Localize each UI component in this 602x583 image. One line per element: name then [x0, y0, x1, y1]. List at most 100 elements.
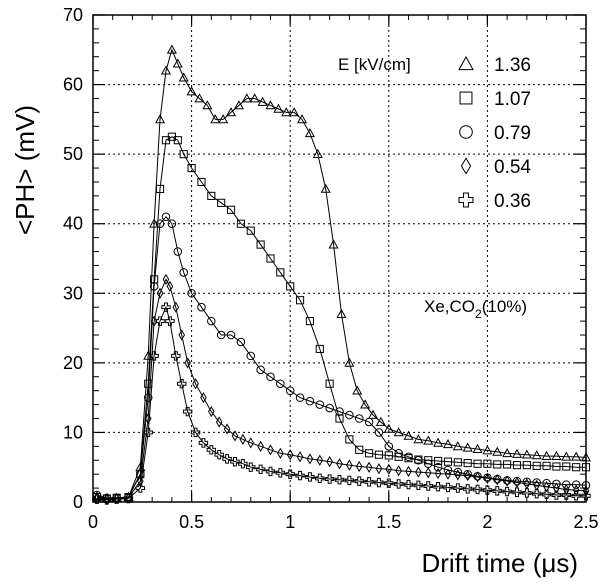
- y-tick-label: 60: [63, 75, 83, 95]
- data-point-cross: [492, 486, 502, 496]
- data-point-triangle: [511, 448, 523, 458]
- data-point-cross: [230, 456, 240, 467]
- data-point-triangle: [442, 439, 454, 449]
- plot-frame: [92, 14, 587, 503]
- data-point-triangle: [202, 100, 213, 110]
- data-point-circle: [295, 393, 305, 402]
- data-point-square: [493, 460, 502, 469]
- data-point-circle: [354, 414, 364, 423]
- data-point-cross: [374, 477, 384, 488]
- data-point-cross: [403, 479, 414, 490]
- data-point-triangle: [472, 443, 483, 453]
- data-point-circle: [562, 480, 571, 489]
- gas-suffix: (10%): [482, 297, 527, 316]
- data-point-cross: [384, 478, 394, 488]
- data-point-triangle: [281, 107, 292, 117]
- data-point-cross: [334, 475, 345, 485]
- data-point-circle: [276, 379, 285, 389]
- data-point-circle: [246, 351, 256, 361]
- data-point-circle: [197, 302, 206, 312]
- data-point-circle: [335, 407, 344, 416]
- data-point-diamond: [336, 458, 343, 470]
- data-point-cross: [190, 427, 201, 438]
- data-point-square: [572, 463, 581, 472]
- data-point-circle: [216, 330, 226, 340]
- data-point-square: [542, 461, 551, 470]
- data-point-diamond: [346, 459, 353, 471]
- data-point-triangle: [178, 72, 189, 82]
- data-point-diamond: [513, 476, 521, 489]
- data-point-square: [532, 461, 541, 470]
- data-point-diamond: [144, 412, 152, 425]
- y-tick-label: 20: [63, 353, 83, 373]
- data-point-circle: [173, 247, 183, 256]
- data-point-square: [207, 191, 216, 200]
- data-point-circle: [305, 396, 315, 406]
- data-point-triangle: [433, 437, 444, 447]
- data-point-diamond: [493, 474, 501, 486]
- data-point-diamond: [572, 484, 580, 496]
- data-point-triangle: [462, 442, 473, 452]
- data-point-diamond: [454, 469, 462, 481]
- data-point-cross: [571, 491, 581, 501]
- data-point-diamond: [316, 454, 324, 466]
- legend-label: 0.36: [494, 191, 531, 212]
- data-point-square: [473, 459, 482, 468]
- data-point-square: [179, 150, 188, 159]
- data-point-cross: [502, 486, 512, 497]
- data-point-diamond: [178, 329, 186, 341]
- legend-symbol-triangle: [458, 55, 474, 71]
- data-point-triangle: [265, 100, 276, 110]
- data-point-diamond: [286, 449, 294, 461]
- x-tick-label: 0.5: [179, 512, 204, 532]
- data-point-triangle: [344, 357, 355, 367]
- data-point-square: [197, 177, 206, 187]
- data-point-cross: [413, 480, 424, 491]
- data-point-triangle: [352, 385, 363, 395]
- data-point-triangle: [166, 44, 177, 54]
- series-diamond: [93, 273, 590, 505]
- data-point-triangle: [218, 114, 229, 124]
- data-point-circle: [433, 462, 443, 472]
- data-point-circle: [179, 268, 188, 277]
- data-point-diamond: [223, 423, 231, 435]
- data-point-triangle: [393, 427, 404, 437]
- series-line-cross: [96, 305, 586, 501]
- data-point-circle: [374, 428, 384, 437]
- gas-prefix: Xe,CO: [424, 297, 475, 316]
- data-point-square: [226, 205, 236, 214]
- data-point-triangle: [551, 450, 562, 460]
- data-point-circle: [394, 449, 403, 458]
- data-point-diamond: [553, 482, 560, 494]
- data-point-circle: [149, 282, 159, 291]
- x-tick-label: 0: [88, 512, 98, 532]
- data-point-triangle: [403, 430, 414, 440]
- data-point-cross: [561, 490, 571, 500]
- legend-label: 0.54: [494, 157, 531, 178]
- data-point-cross: [423, 481, 433, 491]
- y-tick-label: 0: [73, 492, 83, 512]
- data-point-triangle: [233, 100, 244, 110]
- data-point-triangle: [502, 448, 513, 458]
- data-point-square: [187, 163, 196, 173]
- data-point-cross: [246, 462, 256, 472]
- y-axis-title: <PH> (mV): [10, 105, 40, 235]
- data-point-square: [512, 461, 522, 470]
- data-point-triangle: [273, 103, 284, 113]
- data-point-cross: [165, 316, 175, 326]
- data-point-cross: [354, 476, 364, 486]
- data-point-triangle: [367, 409, 379, 419]
- data-point-diamond: [156, 287, 164, 299]
- data-point-triangle: [320, 183, 331, 193]
- data-point-triangle: [383, 423, 394, 433]
- data-point-diamond: [484, 472, 491, 484]
- data-point-cross: [393, 479, 404, 489]
- data-point-cross: [161, 302, 171, 312]
- data-point-cross: [472, 484, 483, 495]
- data-point-diamond: [375, 463, 383, 475]
- data-point-diamond: [464, 469, 471, 482]
- data-point-diamond: [503, 475, 511, 487]
- data-point-square: [256, 240, 265, 249]
- legend-label: 1.36: [494, 55, 531, 76]
- data-point-triangle: [225, 107, 237, 117]
